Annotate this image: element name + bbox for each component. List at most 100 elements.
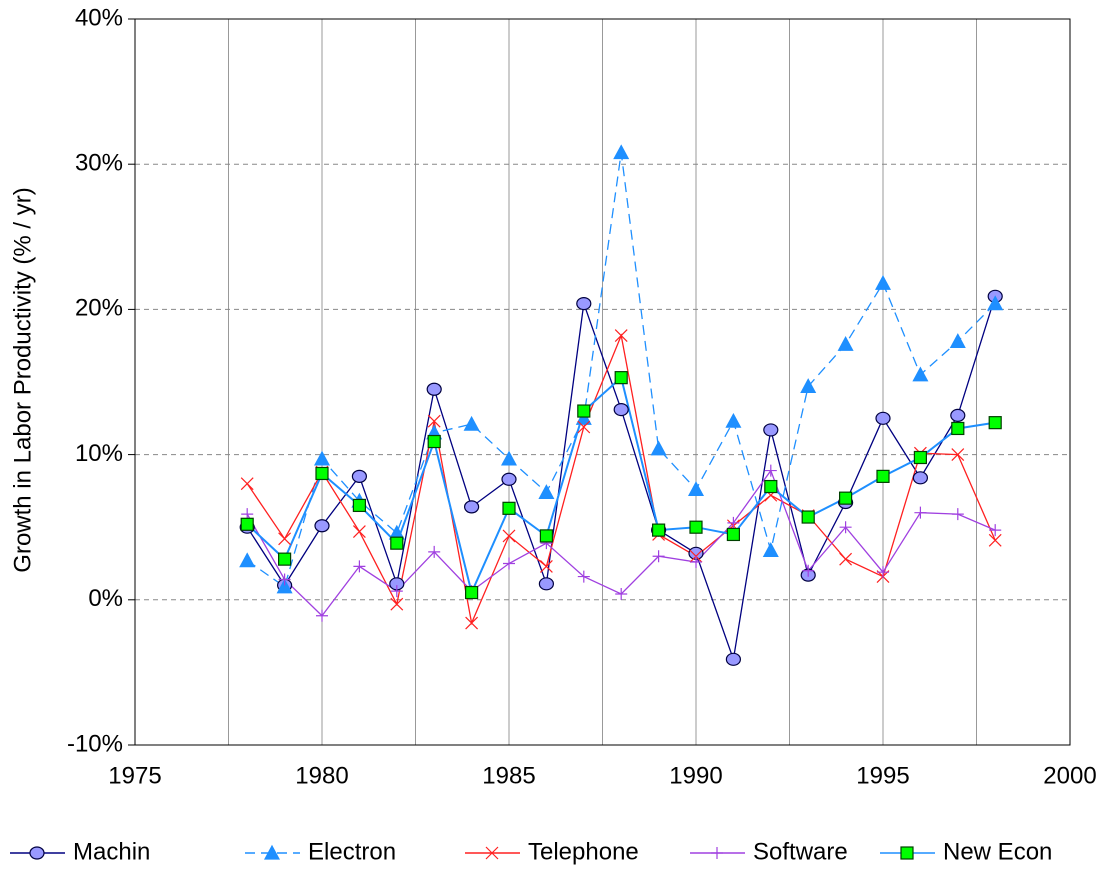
y-tick-label: 10% — [75, 440, 123, 467]
marker — [427, 414, 441, 428]
marker — [764, 464, 777, 477]
marker — [502, 529, 516, 543]
marker — [951, 421, 965, 436]
marker — [838, 491, 853, 505]
marker — [314, 519, 330, 533]
marker — [315, 466, 329, 481]
marker — [800, 378, 817, 393]
marker — [801, 510, 815, 524]
marker — [352, 498, 366, 513]
marker — [988, 533, 1002, 547]
marker — [802, 564, 815, 577]
marker — [613, 402, 629, 417]
legend-label: Software — [753, 838, 848, 865]
marker — [426, 382, 442, 396]
marker — [240, 517, 254, 531]
marker — [427, 434, 441, 449]
marker — [874, 274, 892, 290]
marker — [614, 371, 628, 385]
marker — [502, 501, 516, 515]
marker — [912, 471, 929, 485]
y-tick-label: 30% — [75, 150, 123, 177]
marker — [690, 556, 702, 569]
marker — [725, 652, 742, 666]
marker — [353, 560, 366, 573]
marker — [877, 566, 889, 579]
marker — [577, 570, 590, 583]
marker — [652, 550, 665, 563]
marker — [763, 423, 779, 437]
marker — [725, 412, 742, 428]
marker — [576, 296, 592, 311]
marker — [949, 333, 966, 348]
marker — [503, 557, 515, 570]
marker — [650, 440, 667, 456]
legend-marker — [711, 847, 723, 859]
marker — [689, 520, 703, 534]
marker — [352, 525, 366, 538]
marker — [278, 532, 292, 546]
marker — [575, 410, 592, 425]
legend-label: Telephone — [528, 838, 639, 865]
marker — [839, 521, 852, 534]
x-tick-label: 1975 — [108, 762, 161, 789]
x-tick-label: 1985 — [482, 762, 535, 789]
marker — [463, 415, 480, 431]
marker — [240, 477, 254, 491]
marker — [951, 508, 964, 521]
marker — [727, 516, 740, 529]
marker — [726, 527, 741, 542]
marker — [538, 484, 555, 499]
marker — [390, 536, 404, 550]
y-axis-label: Growth in Labor Productivity (% / yr) — [9, 187, 36, 572]
marker — [988, 416, 1002, 430]
marker — [687, 481, 705, 497]
marker — [313, 450, 331, 466]
marker — [913, 450, 928, 465]
marker — [538, 577, 555, 591]
x-tick-label: 2000 — [1043, 762, 1096, 789]
marker — [500, 450, 518, 466]
x-tick-label: 1995 — [856, 762, 909, 789]
marker — [950, 408, 966, 422]
marker — [839, 552, 853, 566]
marker — [464, 500, 480, 514]
marker — [987, 295, 1004, 311]
marker — [912, 366, 929, 382]
marker — [951, 448, 965, 462]
legend-marker — [485, 846, 499, 860]
legend-label: Machin — [73, 838, 150, 865]
legend-marker — [900, 846, 914, 860]
marker — [501, 472, 517, 486]
y-tick-label: 0% — [88, 585, 123, 612]
y-tick-label: 40% — [75, 4, 123, 31]
y-tick-label: -10% — [67, 730, 123, 757]
marker — [614, 329, 628, 342]
marker — [539, 559, 553, 573]
x-tick-label: 1980 — [295, 762, 348, 789]
legend-label: Electron — [308, 838, 396, 865]
marker — [764, 479, 778, 494]
marker — [837, 335, 854, 351]
marker — [316, 609, 328, 622]
marker — [239, 552, 256, 568]
legend-label: New Econ — [943, 838, 1052, 865]
legend-marker — [29, 846, 45, 860]
marker — [876, 469, 890, 483]
marker — [762, 542, 779, 558]
marker — [428, 545, 441, 558]
marker — [651, 523, 666, 537]
marker — [278, 573, 291, 586]
y-tick-label: 20% — [75, 295, 123, 322]
marker — [465, 616, 479, 630]
marker — [613, 144, 630, 160]
marker — [875, 411, 891, 425]
marker — [390, 597, 404, 611]
marker — [914, 506, 927, 519]
x-tick-label: 1990 — [669, 762, 722, 789]
marker — [577, 420, 591, 434]
plot-frame — [134, 18, 1071, 746]
marker — [276, 578, 293, 594]
marker — [539, 529, 554, 543]
